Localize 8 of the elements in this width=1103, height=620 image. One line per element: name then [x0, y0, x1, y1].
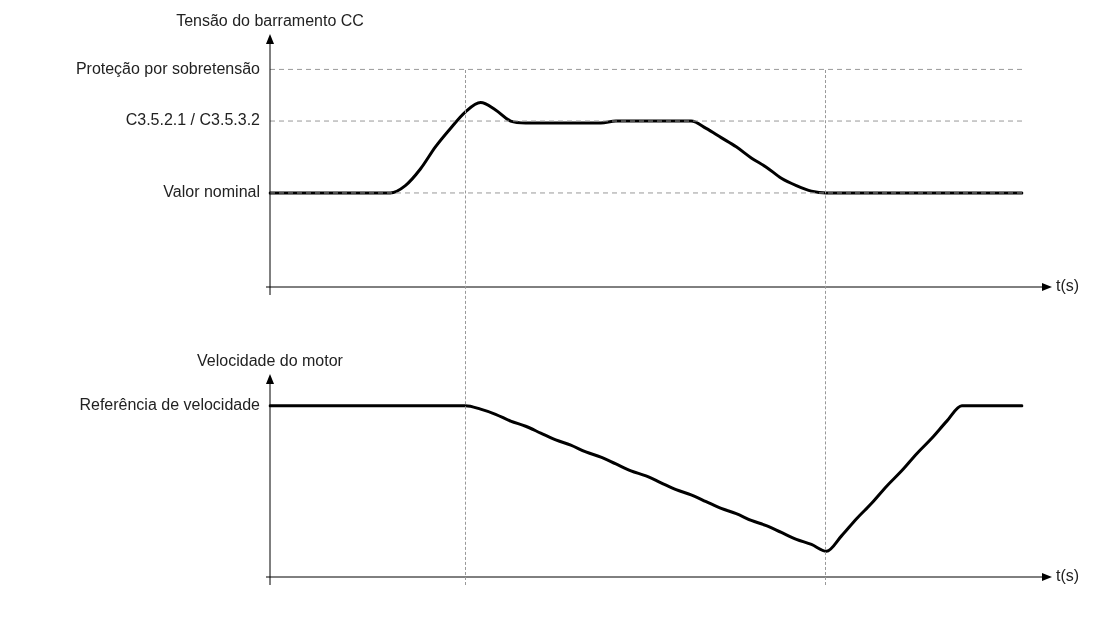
x-axis-title: t(s) [1056, 567, 1080, 585]
y-axis-title: Velocidade do motor [197, 352, 344, 369]
ref-line-label: Proteção por sobretensão [75, 59, 261, 77]
x-axis-title: t(s) [1056, 277, 1080, 295]
text: Referência de velocidade [79, 396, 261, 414]
ref-line-label: C3.5.2.1 / C3.5.3.2 [125, 111, 261, 129]
y-axis-title: Tensão do barramento CC [176, 12, 364, 29]
ref-line-label: Valor nominal [163, 183, 260, 201]
